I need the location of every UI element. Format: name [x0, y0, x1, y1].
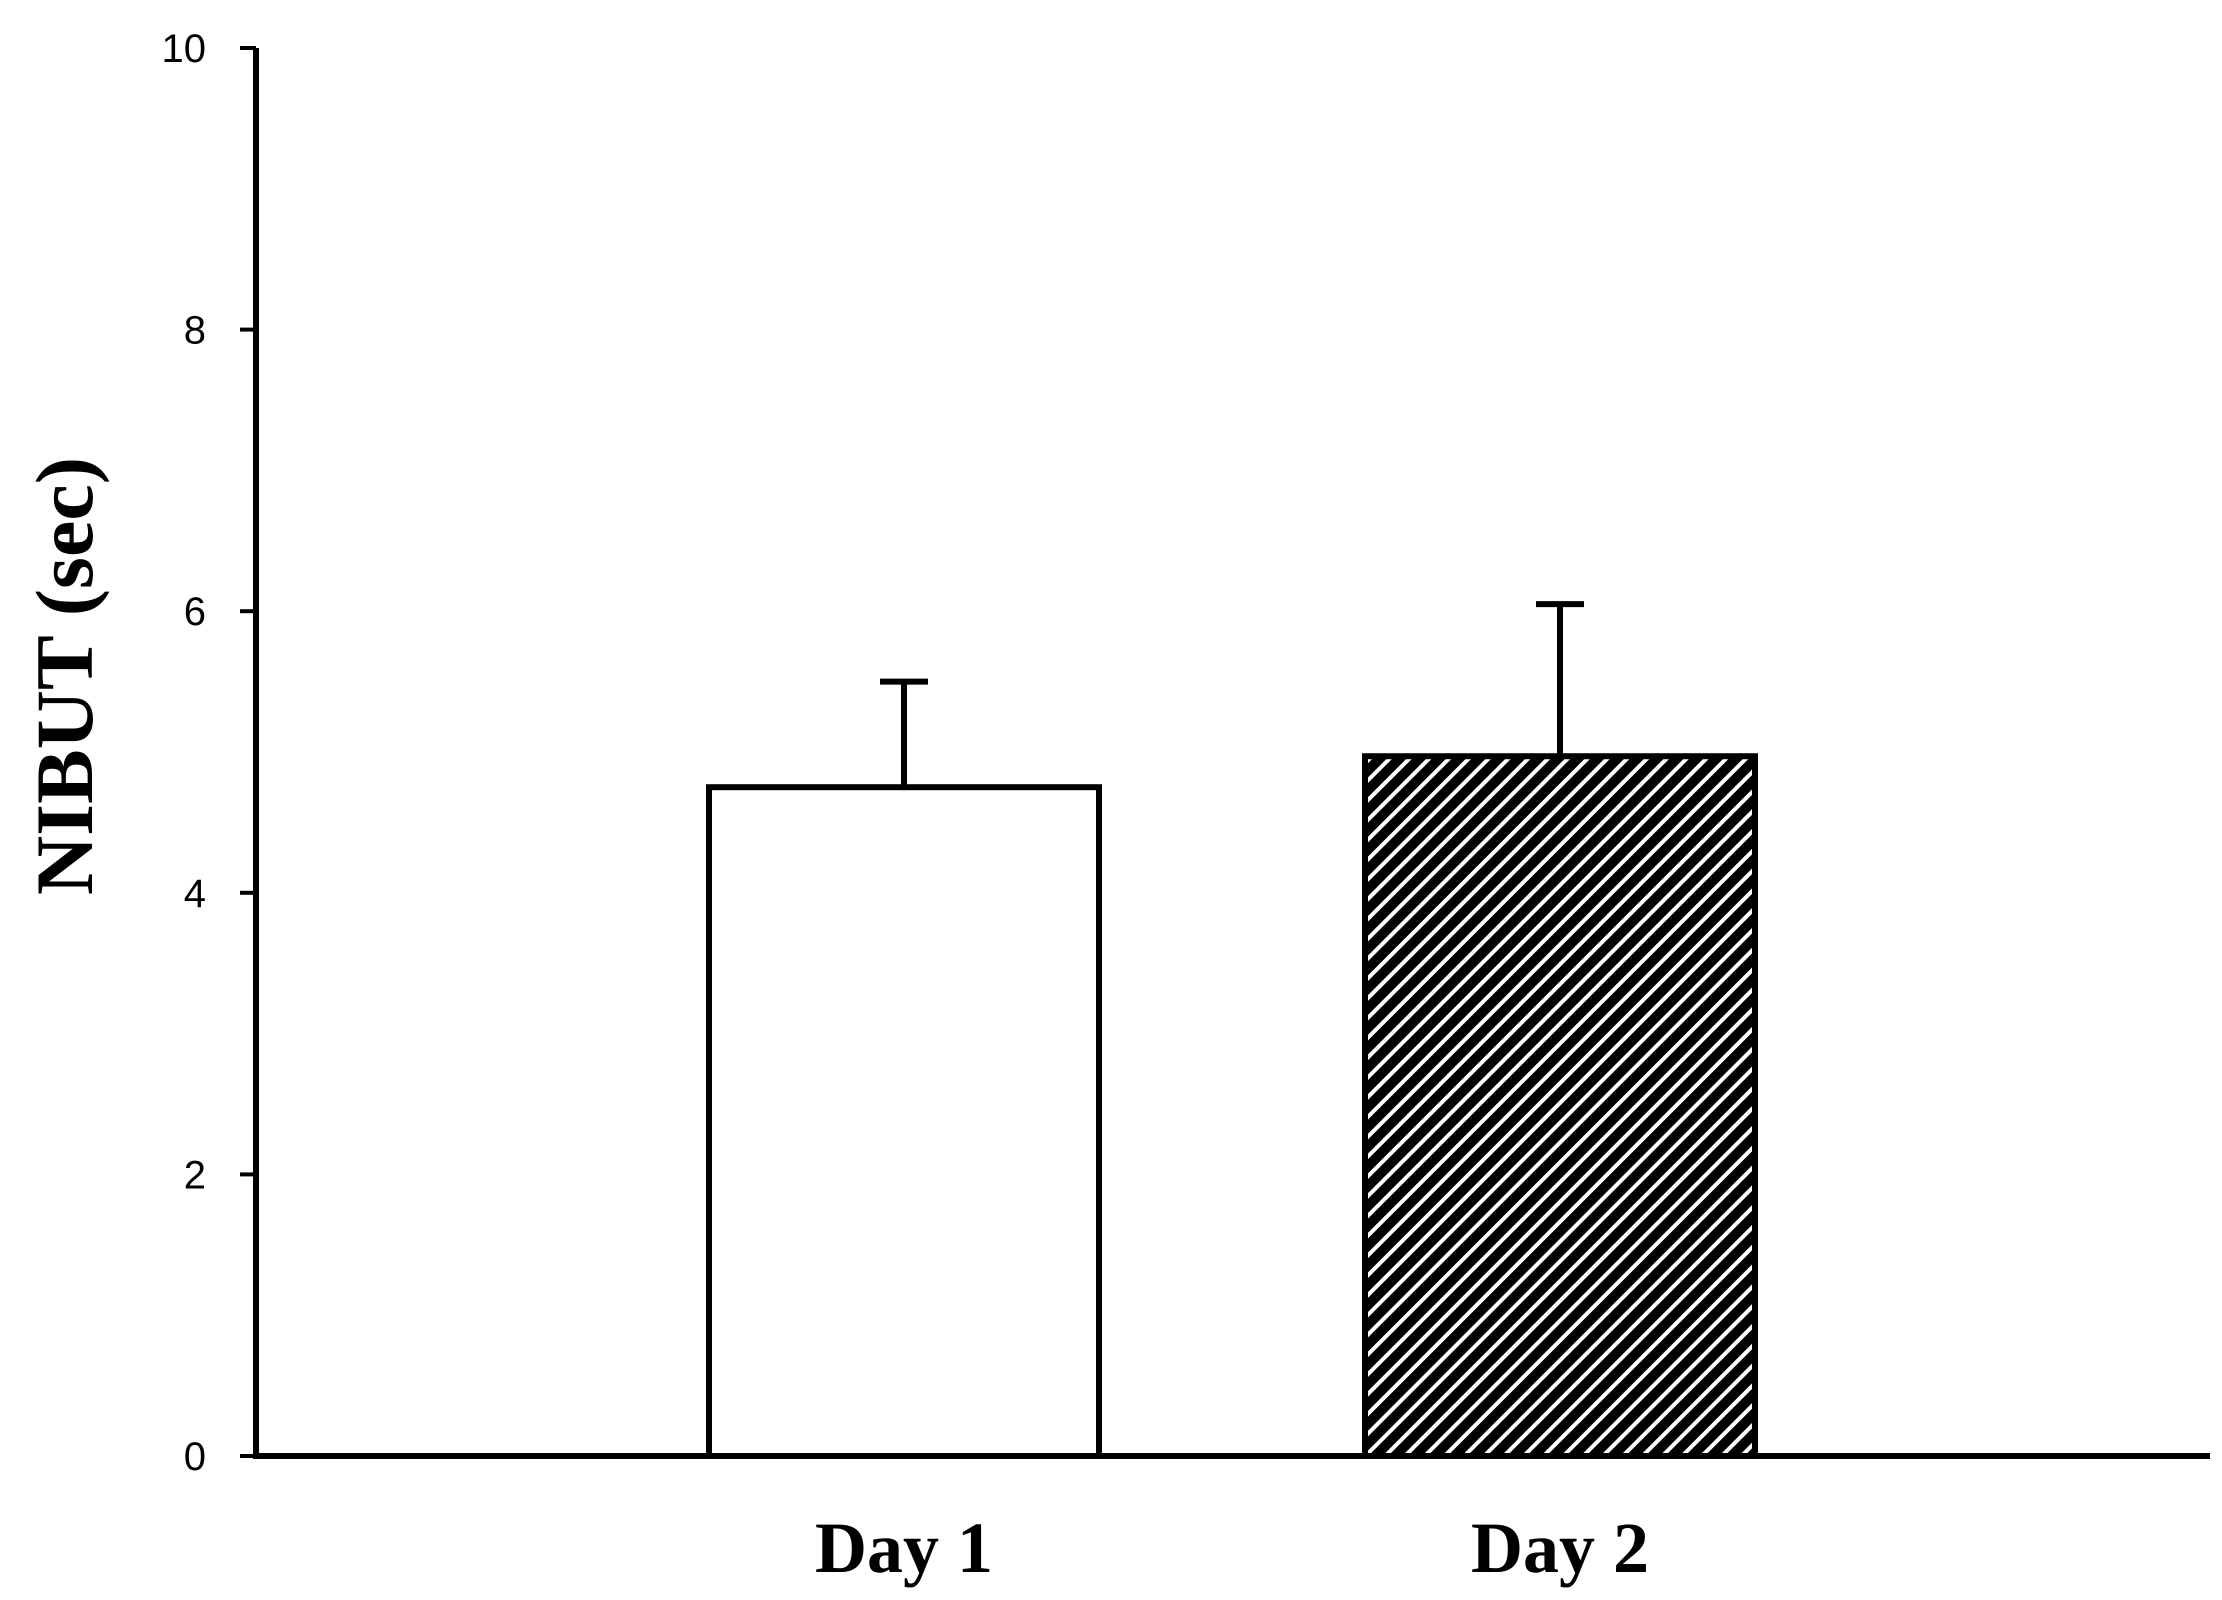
y-tick-label: 6	[184, 590, 206, 634]
y-tick-label: 0	[184, 1435, 206, 1479]
bars	[706, 753, 1758, 1459]
error-bars	[880, 601, 1584, 788]
x-category-label: Day 1	[815, 1508, 993, 1588]
y-axis-title: NIBUT (sec)	[19, 457, 110, 895]
bar-2	[1362, 753, 1758, 1459]
y-tick-label: 4	[184, 872, 206, 916]
y-tick-label: 10	[162, 27, 207, 71]
bar-1	[706, 784, 1102, 1459]
x-category-label: Day 2	[1471, 1508, 1649, 1588]
y-tick-label: 8	[184, 309, 206, 353]
x-axis-category-labels: Day 1 Day 2	[815, 1508, 1649, 1588]
y-axis-ticks: 0 2 4 6 8 10	[162, 27, 256, 1479]
y-tick-label: 2	[184, 1153, 206, 1197]
